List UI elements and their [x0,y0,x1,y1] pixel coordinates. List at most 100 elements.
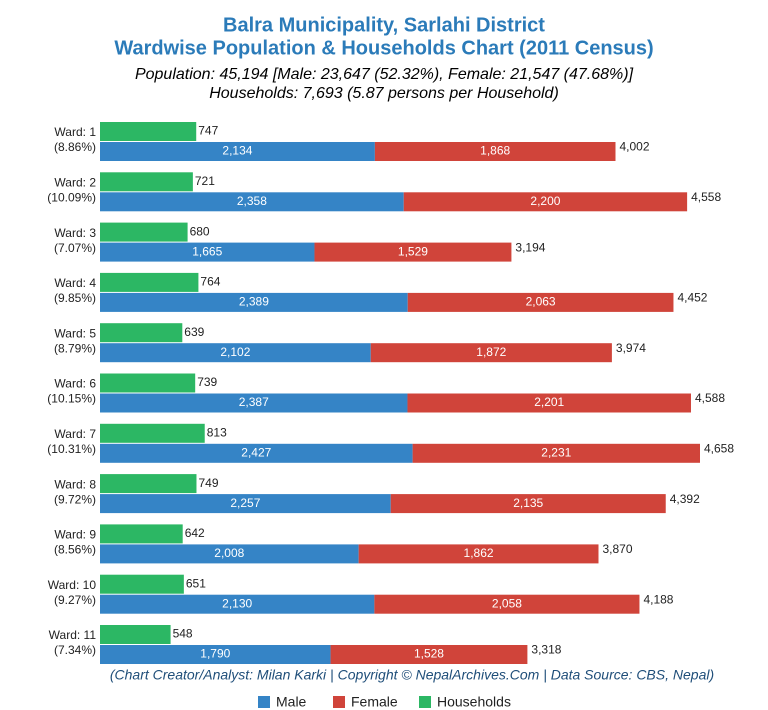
value-label: 1,528 [414,647,444,661]
value-label: 642 [185,526,205,540]
value-label: 639 [184,325,204,339]
category-share: (10.09%) [47,190,96,204]
value-label: 2,201 [534,395,564,409]
value-label: 1,665 [192,244,222,258]
category-share: (10.15%) [47,392,96,406]
value-label: 1,862 [464,546,494,560]
population-bar [100,393,408,413]
total-label: 3,870 [602,542,632,556]
population-bar [370,343,612,363]
chart-subtitle: Wardwise Population & Households Chart (… [114,37,653,59]
category-share: (7.34%) [54,643,96,657]
household-bar [100,272,199,292]
population-bar [390,494,666,514]
total-label: 4,658 [704,441,734,455]
value-label: 2,063 [526,295,556,309]
population-bar [314,242,512,262]
household-bar [100,625,171,644]
total-label: 4,002 [620,140,650,154]
value-label: 2,058 [492,596,522,610]
total-label: 3,194 [515,240,545,254]
population-bar [358,544,599,564]
value-label: 764 [200,275,220,289]
population-bar [100,544,359,564]
category-share: (9.72%) [54,492,96,506]
category-share: (10.31%) [47,442,96,456]
total-label: 4,452 [677,291,707,305]
household-bar [100,524,183,544]
category-share: (9.27%) [54,593,96,607]
category-label: Ward: 2 [54,175,96,189]
category-label: Ward: 5 [54,326,96,340]
category-share: (9.85%) [54,291,96,305]
value-label: 2,257 [230,496,260,510]
value-label: 721 [195,174,215,188]
population-bar [100,242,315,262]
value-label: 2,008 [214,546,244,560]
total-label: 3,974 [616,341,646,355]
population-bar [100,343,371,363]
category-label: Ward: 7 [54,427,96,441]
category-label: Ward: 9 [54,528,96,542]
note: Households: 7,693 (5.87 persons per Hous… [209,85,559,102]
value-label: 2,134 [222,144,252,158]
total-label: 4,588 [695,391,725,405]
value-label: 813 [207,425,227,439]
population-bar [330,645,528,664]
source: (Chart Creator/Analyst: Milan Karki | Co… [110,667,714,683]
total-label: 4,392 [670,492,700,506]
household-bar [100,122,197,141]
category-label: Ward: 11 [49,628,97,642]
value-label: 2,389 [239,295,269,309]
legend-label: Female [351,694,398,710]
legend-label: Male [276,694,307,710]
value-label: 2,200 [530,194,560,208]
category-label: Ward: 3 [54,226,96,240]
value-label: 2,130 [222,596,252,610]
population-bar [407,292,674,312]
household-bar [100,423,205,443]
legend-label: Households [437,694,511,710]
household-bar [100,574,184,594]
value-label: 680 [190,224,210,238]
value-label: 548 [173,627,193,641]
population-bar [100,292,408,312]
note: Population: 45,194 [Male: 23,647 (52.32%… [135,66,634,83]
category-label: Ward: 4 [54,276,96,290]
legend-swatch [258,696,270,708]
value-label: 739 [197,375,217,389]
value-label: 2,387 [239,395,269,409]
population-bar [412,443,700,463]
total-label: 4,558 [691,190,721,204]
value-label: 2,102 [220,345,250,359]
category-share: (7.07%) [54,241,96,255]
value-label: 2,135 [513,496,543,510]
chart-title: Balra Municipality, Sarlahi District [223,14,545,36]
legend-swatch [333,696,345,708]
category-share: (8.56%) [54,543,96,557]
total-label: 4,188 [643,592,673,606]
population-bar [100,645,331,664]
value-label: 1,868 [480,144,510,158]
value-label: 651 [186,576,206,590]
category-share: (8.79%) [54,341,96,355]
value-label: 1,529 [398,244,428,258]
household-bar [100,172,193,192]
population-bar [100,192,404,212]
population-bar [374,594,640,614]
population-bar [100,494,391,514]
household-bar [100,474,197,494]
total-label: 3,318 [531,643,561,657]
population-bar [100,594,375,614]
household-bar [100,373,196,393]
value-label: 1,872 [476,345,506,359]
legend-swatch [419,696,431,708]
value-label: 2,427 [241,445,271,459]
category-label: Ward: 1 [54,125,96,139]
value-label: 2,231 [541,445,571,459]
population-bar [100,443,413,463]
household-bar [100,323,183,343]
population-bar [374,142,616,161]
category-share: (8.86%) [54,140,96,154]
